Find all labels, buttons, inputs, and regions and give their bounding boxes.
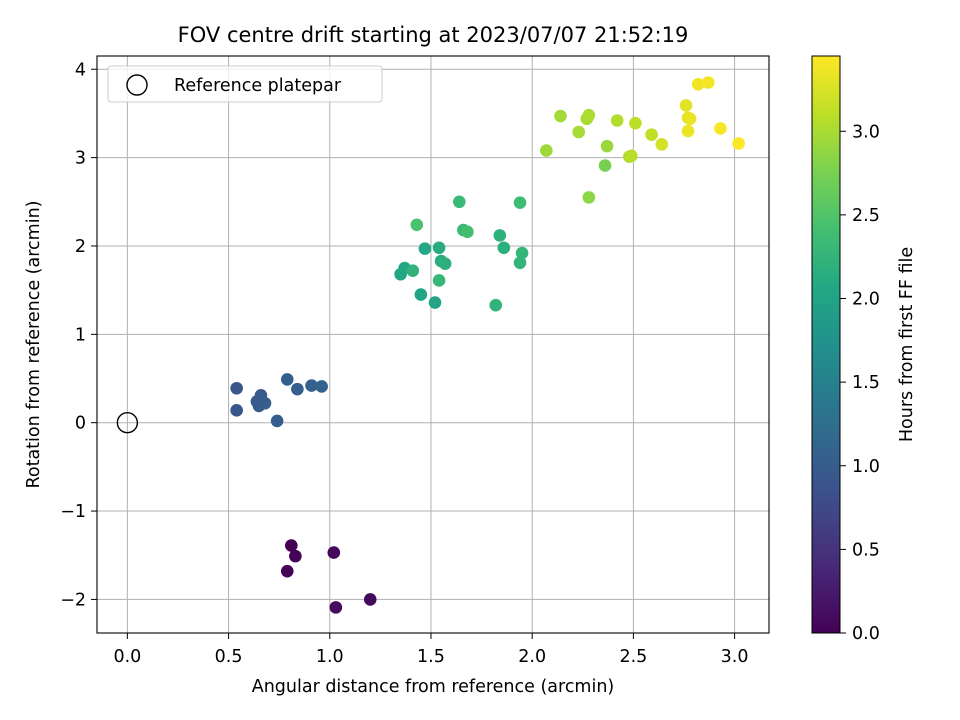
data-point [497, 241, 511, 255]
data-point [414, 288, 428, 301]
data-point [327, 546, 341, 559]
colorbar-tick-label: 1.0 [852, 457, 880, 477]
data-point [683, 112, 697, 126]
data-point [285, 539, 298, 552]
x-tick-label: 3.0 [721, 647, 749, 667]
x-tick-label: 1.0 [316, 647, 344, 667]
data-point [432, 241, 446, 255]
data-point [258, 396, 272, 410]
data-point [540, 144, 553, 157]
colorbar-tick-label: 0.5 [852, 540, 880, 560]
y-tick-label: 3 [75, 149, 86, 169]
grid [97, 56, 769, 633]
data-point [513, 196, 527, 209]
data-point [489, 298, 503, 312]
data-point [493, 229, 507, 242]
x-tick-label: 0.5 [215, 647, 243, 667]
y-tick-label: 1 [75, 325, 86, 345]
x-tick-label: 2.5 [619, 647, 647, 667]
data-point [681, 124, 695, 138]
y-tick-label: −1 [60, 502, 86, 522]
data-point [410, 218, 424, 232]
x-axis: 0.0 0.5 1.0 1.5 2.0 2.5 3.0 [113, 633, 749, 667]
y-axis: −2 −1 0 1 2 3 4 [60, 60, 97, 610]
colorbar: 0.0 0.5 1.0 1.5 2.0 2.5 3.0 Hours from first F… [811, 55, 917, 644]
data-point [701, 76, 715, 89]
data-point [732, 137, 745, 150]
scatter-points [230, 76, 745, 614]
data-point [515, 246, 529, 260]
data-point [363, 593, 377, 606]
colorbar-tick-label: 2.0 [852, 290, 880, 310]
data-point [600, 139, 614, 153]
data-point [691, 77, 705, 91]
legend: Reference platepar [107, 65, 383, 103]
colorbar-tick-label: 0.0 [852, 624, 880, 644]
chart-title: FOV centre drift starting at 2023/07/07 … [178, 23, 689, 47]
reference-marker-group [116, 411, 139, 434]
data-point [572, 125, 586, 139]
legend-entry-reference-platepar: Reference platepar [174, 76, 342, 96]
y-tick-label: 0 [75, 414, 86, 434]
legend-reference-marker [126, 74, 148, 96]
y-tick-label: 2 [75, 237, 86, 257]
data-point [610, 114, 624, 127]
x-axis-label: Angular distance from reference (arcmin) [252, 677, 615, 697]
data-point [629, 116, 642, 130]
data-point [289, 549, 302, 563]
colorbar-tick-label: 3.0 [852, 122, 880, 142]
colorbar-tick-label: 2.5 [852, 206, 880, 226]
data-point [582, 108, 596, 122]
y-tick-label: −2 [60, 590, 86, 610]
legend-box [107, 65, 383, 103]
data-point [453, 195, 466, 209]
data-point [438, 257, 452, 270]
data-point [418, 242, 432, 255]
data-point [513, 256, 527, 270]
data-point [280, 564, 294, 578]
colorbar-tick-label: 1.5 [852, 373, 880, 393]
data-point [554, 109, 567, 123]
data-point [432, 274, 446, 287]
x-tick-label: 0.0 [113, 647, 141, 667]
data-point [714, 122, 727, 135]
data-point [645, 128, 658, 141]
data-point [582, 191, 596, 204]
data-point [625, 149, 638, 163]
colorbar-gradient [811, 55, 841, 634]
data-point [230, 404, 243, 417]
data-point [270, 414, 284, 428]
data-point [679, 99, 693, 112]
x-tick-label: 1.5 [417, 647, 445, 667]
data-point [655, 138, 669, 151]
data-point [329, 601, 343, 614]
colorbar-label: Hours from first FF file [897, 247, 917, 442]
data-point [230, 381, 243, 395]
colorbar-ticks: 0.0 0.5 1.0 1.5 2.0 2.5 3.0 [840, 122, 880, 644]
data-point [461, 225, 474, 239]
y-tick-label: 4 [75, 60, 86, 80]
data-point [428, 296, 442, 309]
data-point [315, 380, 328, 393]
x-tick-label: 2.0 [518, 647, 546, 667]
data-point [598, 159, 612, 172]
data-point [280, 373, 294, 386]
data-point [406, 264, 420, 278]
y-axis-label: Rotation from reference (arcmin) [24, 201, 44, 489]
data-point [291, 382, 304, 396]
plot-frame [96, 55, 770, 634]
reference-platepar-marker [116, 411, 139, 434]
data-point [305, 379, 318, 392]
